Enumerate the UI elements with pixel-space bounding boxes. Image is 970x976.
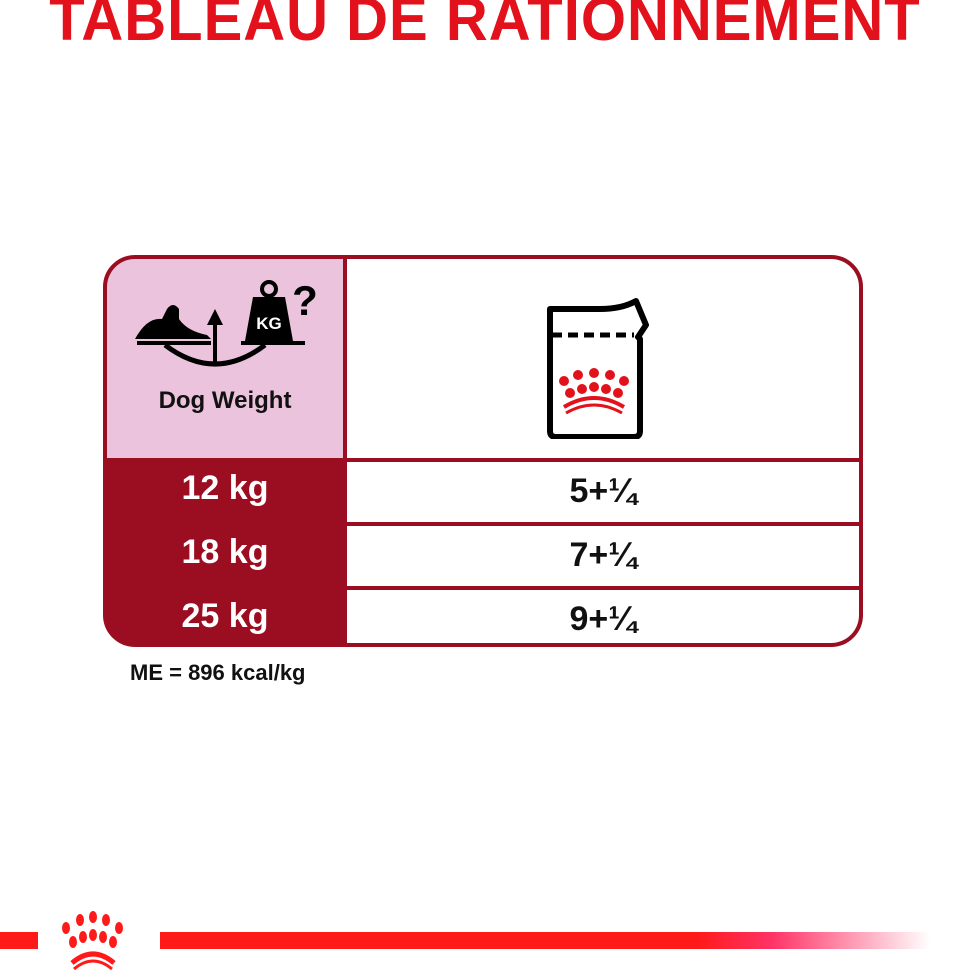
weight-cell: 12 kg <box>181 469 269 507</box>
brand-stripe <box>0 932 930 949</box>
pouch-crown-icon <box>547 298 649 439</box>
royal-crown-icon <box>62 911 123 971</box>
dog-scale-kg-icon: KG ? <box>135 277 318 367</box>
energy-note: ME = 896 kcal/kg <box>130 660 306 685</box>
pouch-header-cell <box>347 259 859 458</box>
weight-cell: 25 kg <box>181 597 269 635</box>
table-row: 25 kg 9+¼ <box>107 586 859 643</box>
dog-weight-label: Dog Weight <box>158 387 292 414</box>
svg-text:?: ? <box>292 277 318 324</box>
pouch-amount-cell: 9+¼ <box>347 590 859 643</box>
weight-header-cell: KG ? Dog Weight <box>107 259 343 458</box>
weight-cell: 18 kg <box>181 533 269 571</box>
pouch-amount-cell: 5+¼ <box>347 462 859 522</box>
pouch-amount-cell: 7+¼ <box>347 526 859 586</box>
svg-text:KG: KG <box>256 314 282 333</box>
feeding-table: KG ? Dog Weight 12 kg 5+¼ 18 kg 7+¼ 25 k… <box>103 255 863 647</box>
crown-logo <box>38 905 160 971</box>
page-title: TABLEAU DE RATIONNEMENT <box>49 0 921 54</box>
table-row: 12 kg 5+¼ <box>107 458 859 522</box>
table-row: 18 kg 7+¼ <box>107 522 859 586</box>
